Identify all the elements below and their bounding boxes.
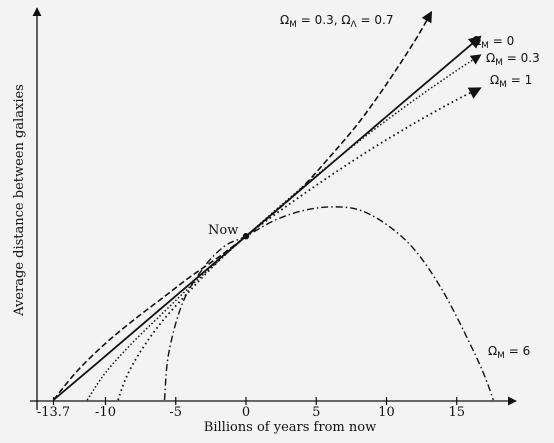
x-tick-label: 5: [312, 405, 320, 420]
y-axis-title: Average distance between galaxies: [12, 84, 27, 317]
x-tick-label: 10: [378, 405, 395, 420]
x-tick-label: -10: [95, 405, 116, 420]
series-line: [117, 87, 482, 401]
x-tick-label: -13.7: [37, 405, 70, 420]
series-label: ΩM = 0: [472, 34, 514, 51]
series-line: [163, 206, 494, 401]
series-line: [52, 35, 482, 401]
series-label: ΩM = 1: [490, 73, 532, 90]
now-point: [242, 233, 250, 240]
now-label: Now: [208, 223, 238, 238]
x-tick-label: 15: [448, 405, 465, 420]
curve-labels: ΩM = 0.3, ΩΛ = 0.7 ΩM = 0ΩM = 0.3 ΩM = 1 ΩM…: [280, 13, 540, 361]
series-label: ΩM = 6: [488, 344, 530, 361]
x-axis-title: Billions of years from now: [204, 420, 376, 435]
series-line: [86, 54, 482, 401]
series-label: ΩM = 0.3, ΩΛ = 0.7: [280, 13, 393, 30]
x-tick-label: -5: [169, 405, 182, 420]
x-ticks: -13.7 -10 -5 0 5 10 15: [37, 397, 465, 420]
curves: [52, 10, 494, 401]
series-label: ΩM = 0.3: [486, 51, 540, 68]
x-tick-label: 0: [242, 405, 250, 420]
series-line: [52, 10, 433, 401]
